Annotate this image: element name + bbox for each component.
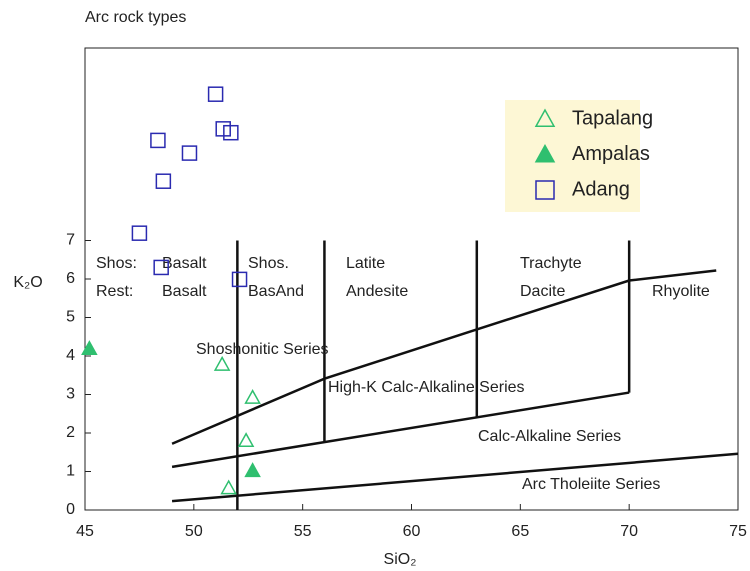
legend-marker: [535, 180, 555, 200]
field-label: Arc Tholeiite Series: [522, 476, 660, 493]
field-label: Calc-Alkaline Series: [478, 428, 621, 445]
field-label: High-K Calc-Alkaline Series: [328, 379, 525, 396]
x-tick-label: 45: [76, 523, 94, 540]
chart-title: Arc rock types: [85, 9, 186, 26]
data-point: [244, 389, 261, 404]
x-tick-label: 75: [729, 523, 747, 540]
legend-marker: [534, 143, 556, 163]
field-label: Andesite: [346, 283, 408, 300]
boundary-line: [171, 391, 630, 469]
y-tick-label: 3: [66, 386, 75, 403]
field-label: Shoshonitic Series: [196, 341, 329, 358]
data-point: [213, 355, 231, 371]
data-point: [223, 124, 239, 141]
y-tick-label: 1: [66, 463, 75, 480]
field-label: Latite: [346, 255, 385, 272]
y-axis-label: K₂O: [13, 274, 42, 291]
y-tick-label: 0: [66, 501, 75, 518]
data-point: [153, 259, 169, 276]
data-point: [231, 271, 248, 288]
x-tick-label: 65: [511, 523, 529, 540]
data-point: [220, 479, 237, 495]
legend-label: Tapalang: [572, 107, 653, 129]
field-label: Shos.: [248, 255, 289, 272]
y-tick-label: 7: [66, 232, 75, 249]
field-label: Basalt: [162, 255, 207, 272]
legend-box: [505, 100, 640, 212]
data-point: [244, 462, 261, 478]
y-tick-label: 4: [66, 347, 75, 364]
field-label: Rhyolite: [652, 283, 710, 300]
data-point: [237, 432, 255, 448]
y-tick-label: 2: [66, 424, 75, 441]
x-tick-label: 70: [620, 523, 638, 540]
legend-marker: [534, 108, 556, 127]
x-tick-label: 50: [185, 523, 203, 540]
y-tick-label: 5: [66, 309, 75, 326]
field-label: Dacite: [520, 283, 565, 300]
boundary-line: [171, 452, 739, 503]
legend-label: Ampalas: [572, 143, 650, 165]
x-tick-label: 55: [294, 523, 312, 540]
x-tick-label: 60: [403, 523, 421, 540]
x-axis-label: SiO₂: [384, 551, 417, 568]
field-label: Trachyte: [520, 255, 582, 272]
field-label: Basalt: [162, 283, 207, 300]
field-label: Shos:: [96, 255, 137, 272]
data-point: [155, 173, 172, 189]
data-point: [181, 145, 198, 161]
field-label: BasAnd: [248, 283, 304, 300]
data-point: [150, 132, 166, 149]
y-tick-label: 6: [66, 270, 75, 287]
field-label: Rest:: [96, 283, 133, 300]
data-point: [207, 86, 224, 102]
data-point: [131, 225, 148, 241]
legend-label: Adang: [572, 178, 630, 200]
data-point: [81, 340, 98, 356]
